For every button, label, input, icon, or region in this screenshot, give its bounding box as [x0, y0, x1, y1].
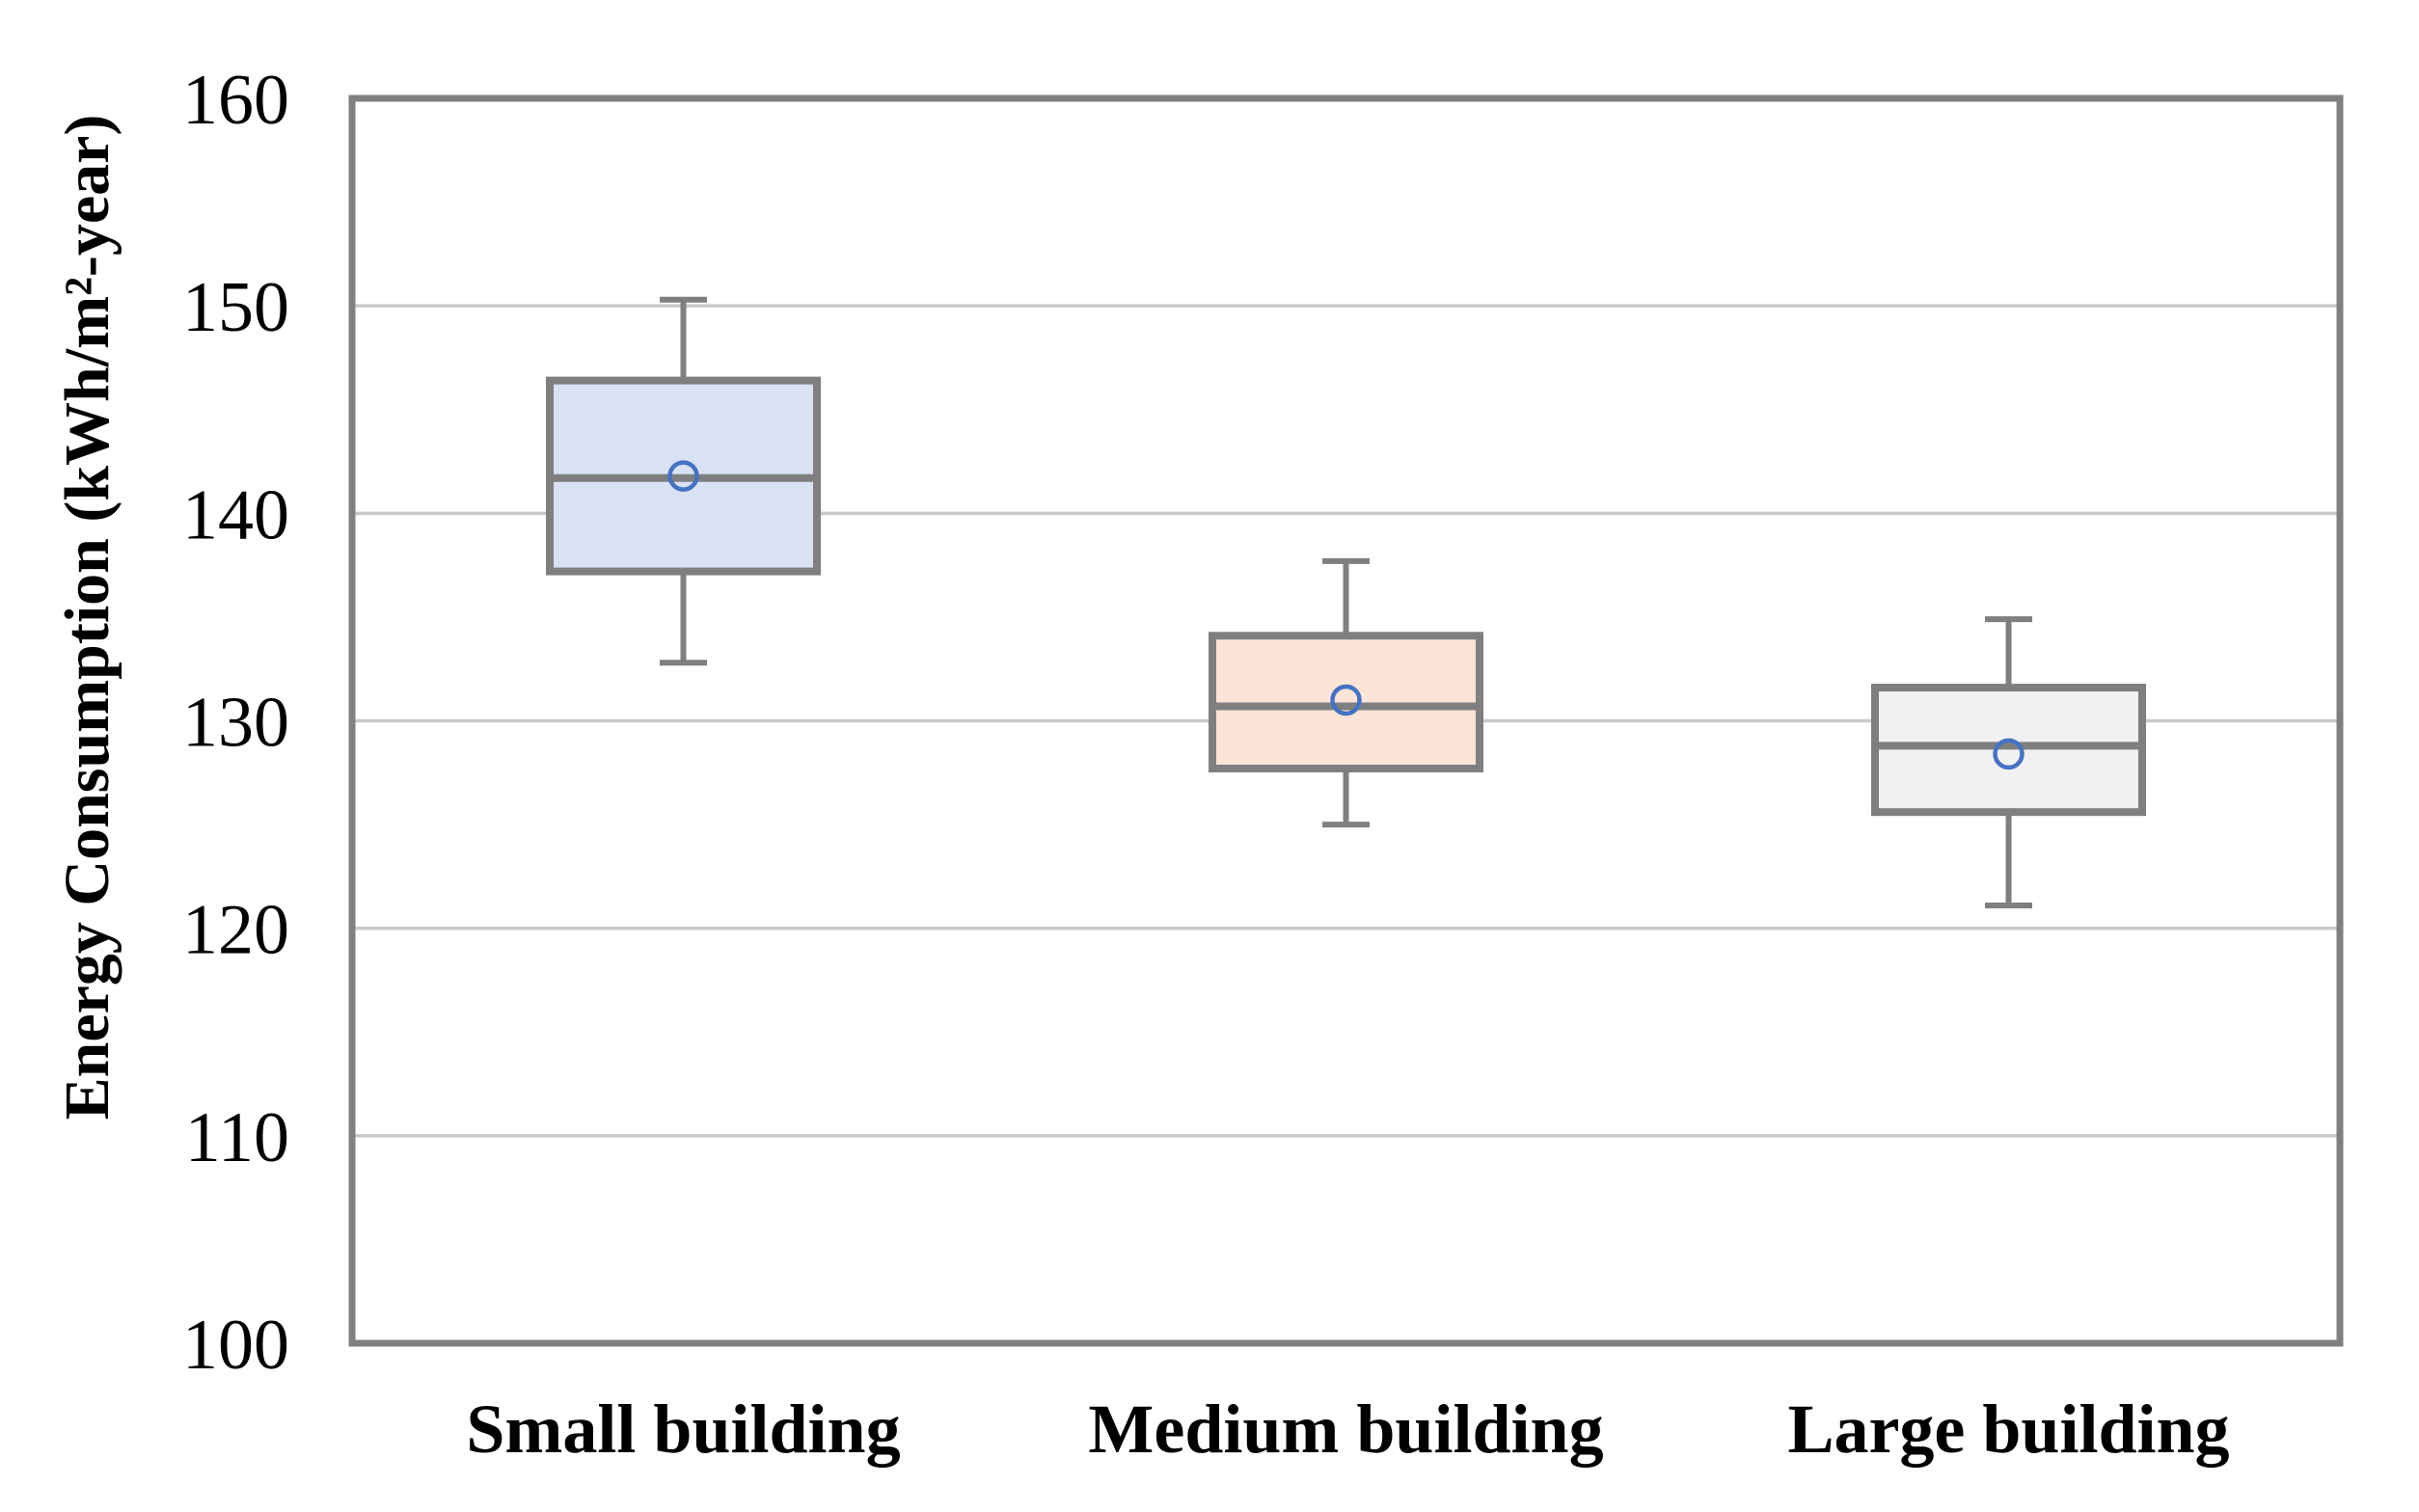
y-tick-label-120: 120 — [182, 891, 289, 970]
y-tick-label-150: 150 — [182, 268, 289, 347]
x-category-label-large-building: Large building — [1787, 1390, 2229, 1468]
y-tick-label-160: 160 — [182, 61, 289, 140]
y-tick-label-100: 100 — [182, 1306, 289, 1385]
x-category-label-small-building: Small building — [466, 1390, 900, 1468]
x-category-label-medium-building: Medium building — [1088, 1390, 1603, 1468]
y-tick-label-140: 140 — [182, 475, 289, 554]
mean-marker-large-building — [1993, 738, 2025, 770]
y-tick-label-110: 110 — [185, 1098, 289, 1177]
mean-marker-medium-building — [1330, 684, 1362, 716]
box-large-building — [1871, 684, 2146, 817]
plot-border — [348, 94, 2344, 1347]
mean-marker-small-building — [667, 460, 699, 492]
y-axis-title: Energy Consumption (kWh/m²-year) — [52, 115, 122, 1120]
y-tick-label-130: 130 — [182, 684, 289, 763]
box-medium-building — [1209, 632, 1483, 772]
